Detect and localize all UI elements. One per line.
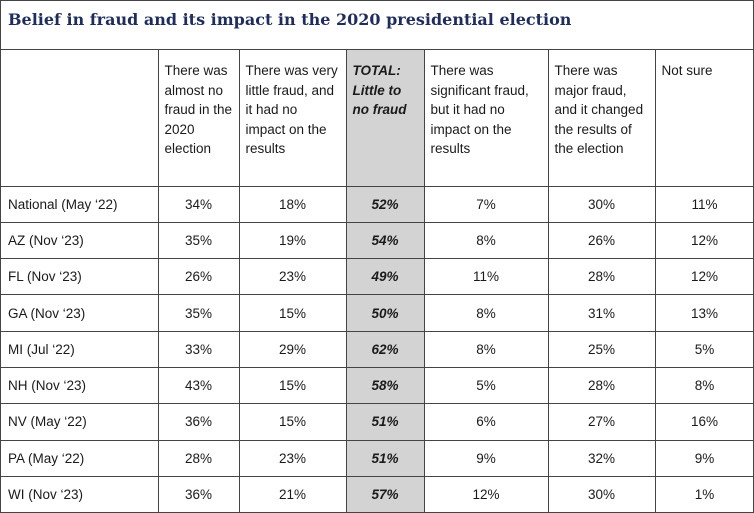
table-cell: 11%: [423, 258, 549, 296]
row-label: MI (Jul ‘22): [1, 330, 159, 368]
table-cell: 43%: [157, 366, 240, 405]
table-row: PA (May ‘22) 28% 23% 51% 9% 32% 9%: [1, 439, 754, 477]
total-cell: 57%: [345, 475, 425, 513]
table-cell: 27%: [547, 403, 656, 441]
table-cell: 15%: [238, 403, 347, 441]
table-cell: 32%: [547, 439, 656, 477]
table-row: NH (Nov ‘23) 43% 15% 58% 5% 28% 8%: [1, 366, 754, 405]
table-cell: 16%: [654, 403, 754, 441]
table-cell: 26%: [547, 221, 656, 260]
table-row: National (May ‘22) 34% 18% 52% 7% 30% 11…: [1, 185, 754, 223]
table-cell: 25%: [547, 330, 656, 368]
total-cell: 50%: [345, 294, 425, 332]
header-cell-almost-no-fraud: There was almost no fraud in the 2020 el…: [157, 50, 240, 187]
table-cell: 34%: [157, 185, 240, 223]
table-cell: 35%: [157, 221, 240, 260]
total-cell: 54%: [345, 221, 425, 260]
table-cell: 8%: [423, 330, 549, 368]
row-label: AZ (Nov ‘23): [1, 221, 159, 260]
table-cell: 15%: [238, 294, 347, 332]
table-cell: 23%: [238, 258, 347, 296]
total-cell: 58%: [345, 366, 425, 405]
table-cell: 9%: [423, 439, 549, 477]
table-row: AZ (Nov ‘23) 35% 19% 54% 8% 26% 12%: [1, 221, 754, 260]
total-cell: 62%: [345, 330, 425, 368]
header-cell-very-little-fraud: There was very little fraud, and it had …: [238, 50, 347, 187]
table-cell: 18%: [238, 185, 347, 223]
row-label: NH (Nov ‘23): [1, 366, 159, 405]
table-row: MI (Jul ‘22) 33% 29% 62% 8% 25% 5%: [1, 330, 754, 368]
table-cell: 23%: [238, 439, 347, 477]
fraud-belief-table: There was almost no fraud in the 2020 el…: [1, 50, 754, 513]
table-cell: 9%: [654, 439, 754, 477]
row-label: FL (Nov ‘23): [1, 258, 159, 296]
table-cell: 31%: [547, 294, 656, 332]
table-cell: 15%: [238, 366, 347, 405]
table-cell: 7%: [423, 185, 549, 223]
table-title: Belief in fraud and its impact in the 20…: [8, 10, 572, 29]
table-cell: 12%: [654, 258, 754, 296]
table-cell: 21%: [238, 475, 347, 513]
table-cell: 36%: [157, 475, 240, 513]
header-cell-major-fraud-changed-results: There was major fraud, and it changed th…: [547, 50, 656, 187]
row-label: PA (May ‘22): [1, 439, 159, 477]
table-row: FL (Nov ‘23) 26% 23% 49% 11% 28% 12%: [1, 258, 754, 296]
header-cell-total-little-to-no-fraud: TOTAL: Little to no fraud: [345, 50, 425, 187]
table-cell: 8%: [423, 294, 549, 332]
header-cell-stub: [1, 50, 159, 187]
total-cell: 49%: [345, 258, 425, 296]
row-label: GA (Nov ‘23): [1, 294, 159, 332]
table-cell: 12%: [423, 475, 549, 513]
header-cell-not-sure: Not sure: [654, 50, 754, 187]
table-cell: 12%: [654, 221, 754, 260]
table-cell: 11%: [654, 185, 754, 223]
total-cell: 51%: [345, 439, 425, 477]
table-row: NV (May ‘22) 36% 15% 51% 6% 27% 16%: [1, 403, 754, 441]
table-cell: 30%: [547, 475, 656, 513]
table-cell: 8%: [423, 221, 549, 260]
table-cell: 19%: [238, 221, 347, 260]
total-cell: 52%: [345, 185, 425, 223]
table-cell: 28%: [547, 366, 656, 405]
table-cell: 35%: [157, 294, 240, 332]
table-cell: 29%: [238, 330, 347, 368]
table-cell: 30%: [547, 185, 656, 223]
table-cell: 5%: [423, 366, 549, 405]
table-row: WI (Nov ‘23) 36% 21% 57% 12% 30% 1%: [1, 475, 754, 513]
table-cell: 1%: [654, 475, 754, 513]
table-cell: 28%: [157, 439, 240, 477]
table-cell: 6%: [423, 403, 549, 441]
row-label: NV (May ‘22): [1, 403, 159, 441]
title-bar: Belief in fraud and its impact in the 20…: [1, 1, 753, 50]
row-label: National (May ‘22): [1, 185, 159, 223]
table-cell: 33%: [157, 330, 240, 368]
header-cell-significant-fraud-no-impact: There was significant fraud, but it had …: [423, 50, 549, 187]
header-row: There was almost no fraud in the 2020 el…: [1, 50, 754, 187]
table-cell: 5%: [654, 330, 754, 368]
table-cell: 36%: [157, 403, 240, 441]
row-label: WI (Nov ‘23): [1, 475, 159, 513]
table-cell: 13%: [654, 294, 754, 332]
table-cell: 28%: [547, 258, 656, 296]
table-cell: 8%: [654, 366, 754, 405]
table-row: GA (Nov ‘23) 35% 15% 50% 8% 31% 13%: [1, 294, 754, 332]
table-cell: 26%: [157, 258, 240, 296]
total-cell: 51%: [345, 403, 425, 441]
